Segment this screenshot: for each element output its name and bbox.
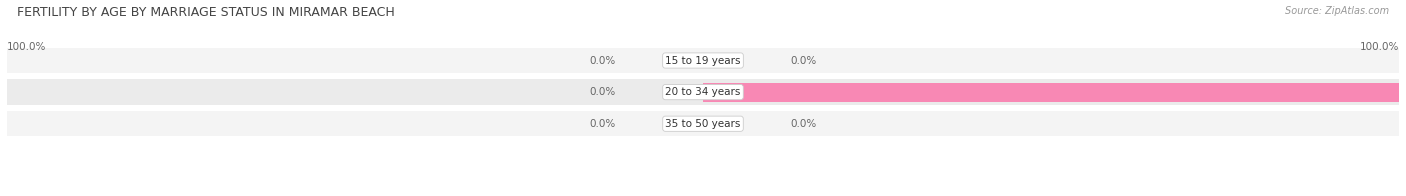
- Text: 100.0%: 100.0%: [7, 43, 46, 53]
- Bar: [7, 48, 1399, 73]
- Text: 0.0%: 0.0%: [589, 119, 616, 129]
- Text: 0.0%: 0.0%: [589, 55, 616, 65]
- Text: 15 to 19 years: 15 to 19 years: [665, 55, 741, 65]
- Bar: [703, 83, 1399, 102]
- Text: FERTILITY BY AGE BY MARRIAGE STATUS IN MIRAMAR BEACH: FERTILITY BY AGE BY MARRIAGE STATUS IN M…: [17, 6, 395, 19]
- Bar: [7, 111, 1399, 136]
- Text: 0.0%: 0.0%: [790, 55, 817, 65]
- Text: 35 to 50 years: 35 to 50 years: [665, 119, 741, 129]
- Text: Source: ZipAtlas.com: Source: ZipAtlas.com: [1285, 6, 1389, 16]
- Text: 0.0%: 0.0%: [790, 119, 817, 129]
- Bar: [7, 79, 1399, 105]
- Text: 0.0%: 0.0%: [589, 87, 616, 97]
- Text: 100.0%: 100.0%: [1360, 43, 1399, 53]
- Text: 20 to 34 years: 20 to 34 years: [665, 87, 741, 97]
